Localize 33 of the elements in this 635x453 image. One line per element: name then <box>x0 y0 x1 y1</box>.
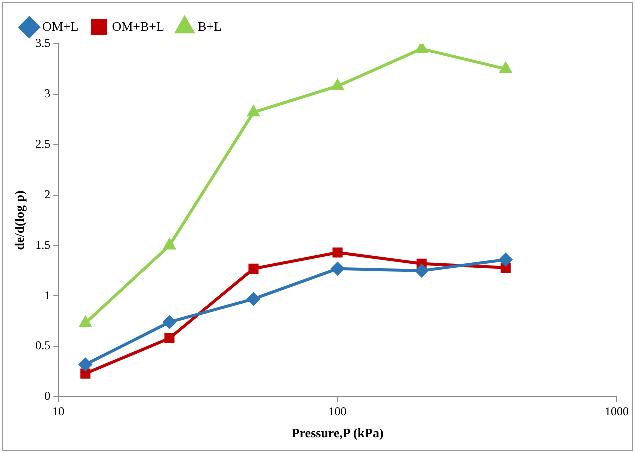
point <box>164 333 175 344</box>
y-axis-title: de/d(log p) <box>12 190 28 250</box>
y-tick-label: 1 <box>44 288 51 302</box>
x-tick-label: 100 <box>328 404 347 418</box>
legend-label: OM+L <box>42 18 79 34</box>
point <box>80 316 92 328</box>
x-tick-label: 1000 <box>605 404 629 418</box>
y-tick-label: 3 <box>44 86 51 101</box>
point <box>163 316 176 329</box>
point <box>415 264 428 278</box>
point <box>79 358 92 372</box>
point <box>500 62 512 74</box>
point <box>499 253 512 266</box>
point <box>332 248 343 258</box>
x-axis-title: Pressure,P (kPa) <box>292 426 384 441</box>
point <box>500 262 511 273</box>
point <box>164 239 176 250</box>
x-tick-label: 10 <box>52 404 65 418</box>
point <box>248 264 259 274</box>
y-tick-label: 2.5 <box>36 137 51 152</box>
point <box>80 368 91 379</box>
point <box>248 106 260 117</box>
y-tick-label: 3.5 <box>36 36 51 50</box>
legend-label: OM+B+L <box>112 18 164 34</box>
point <box>331 262 344 276</box>
y-tick-label: 0.5 <box>36 338 51 353</box>
y-tick-label: 2 <box>44 187 51 202</box>
point <box>247 292 260 306</box>
y-tick-label: 1.5 <box>36 238 51 252</box>
point <box>332 80 344 90</box>
legend-label: B+L <box>198 18 222 34</box>
point <box>416 44 428 54</box>
y-tick-label: 0 <box>44 389 51 404</box>
